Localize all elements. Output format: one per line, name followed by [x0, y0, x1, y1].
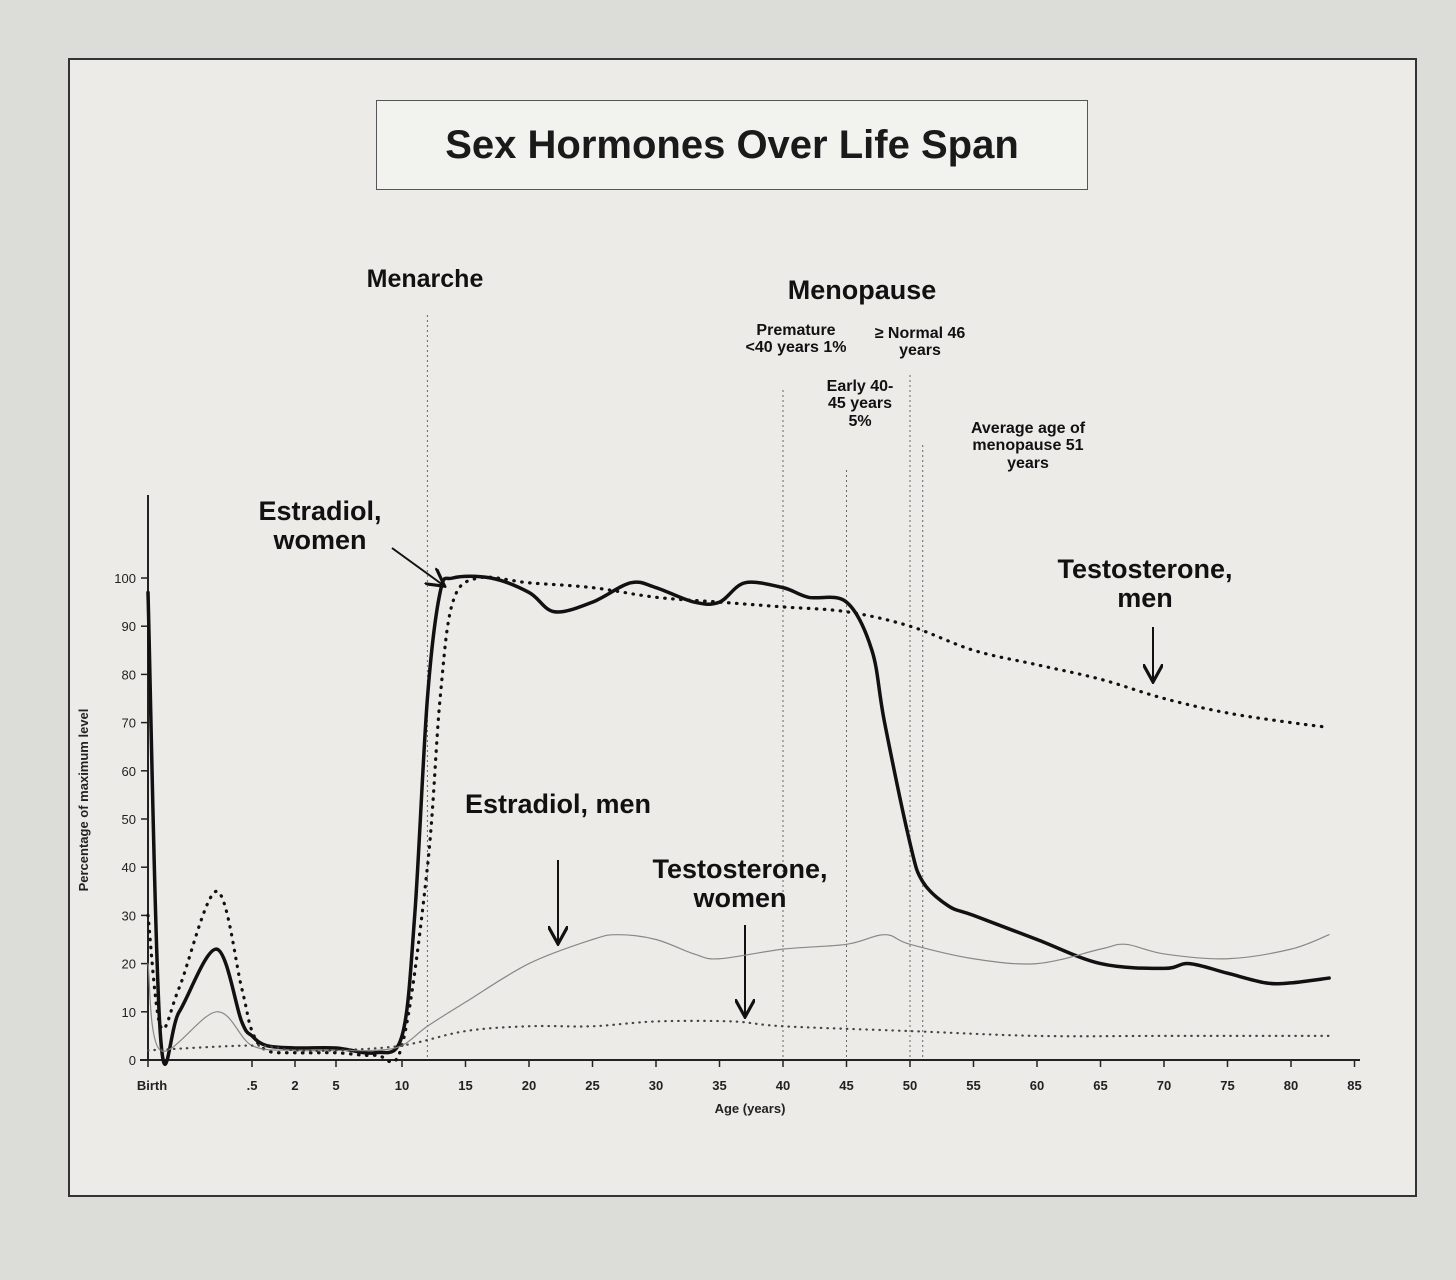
y-tick-label: 80 — [122, 667, 136, 682]
x-tick-label: 20 — [522, 1078, 536, 1093]
line-series — [146, 1019, 1331, 1053]
x-tick-label: 85 — [1347, 1078, 1361, 1093]
x-tick-label: 15 — [458, 1078, 472, 1093]
x-tick-label: 5 — [332, 1078, 339, 1093]
x-tick-label: 50 — [903, 1078, 917, 1093]
annotation-label: Early 40-45 years 5% — [826, 378, 894, 430]
y-axis-label: Percentage of maximum level — [76, 709, 91, 892]
y-tick-label: 100 — [114, 571, 136, 586]
arrow — [391, 547, 443, 585]
x-tick-label: 65 — [1093, 1078, 1107, 1093]
annotation-heading: Menopause — [787, 275, 937, 305]
x-tick-label: 45 — [839, 1078, 853, 1093]
x-tick-label: 2 — [291, 1078, 298, 1093]
y-tick-label: 50 — [122, 812, 136, 827]
x-tick-label: Birth — [137, 1078, 167, 1093]
x-tick-label: 70 — [1157, 1078, 1171, 1093]
y-tick-label: 20 — [122, 957, 136, 972]
x-tick-label: 55 — [966, 1078, 980, 1093]
x-tick-label: 80 — [1284, 1078, 1298, 1093]
x-axis-label: Age (years) — [715, 1101, 786, 1116]
x-tick-label: 60 — [1030, 1078, 1044, 1093]
x-tick-label: 25 — [585, 1078, 599, 1093]
series-label: Testosterone, women — [652, 854, 828, 914]
annotation-label: ≥ Normal 46 years — [874, 325, 966, 360]
line-series — [146, 575, 1331, 1064]
y-tick-label: 70 — [122, 716, 136, 731]
y-tick-label: 40 — [122, 860, 136, 875]
x-tick-label: 30 — [649, 1078, 663, 1093]
annotation-label: Premature <40 years 1% — [745, 322, 847, 357]
y-tick-label: 10 — [122, 1005, 136, 1020]
x-tick-label: 10 — [395, 1078, 409, 1093]
series-label: Estradiol, men — [464, 789, 652, 819]
x-tick-label: 40 — [776, 1078, 790, 1093]
x-tick-label: 75 — [1220, 1078, 1234, 1093]
annotation-label: Menarche — [366, 265, 484, 293]
line-series — [147, 934, 1330, 1052]
y-tick-label: 60 — [122, 764, 136, 779]
y-tick-label: 90 — [122, 619, 136, 634]
y-tick-label: 0 — [129, 1053, 136, 1068]
chart-title: Sex Hormones Over Life Span — [376, 100, 1088, 190]
series-label: Testosterone, men — [1057, 554, 1233, 614]
line-series — [146, 574, 1331, 1066]
x-tick-label: .5 — [247, 1078, 258, 1093]
x-tick-label: 35 — [712, 1078, 726, 1093]
series-label: Estradiol, women — [258, 496, 382, 556]
annotation-label: Average age of menopause 51 years — [970, 420, 1086, 472]
y-tick-label: 30 — [122, 908, 136, 923]
